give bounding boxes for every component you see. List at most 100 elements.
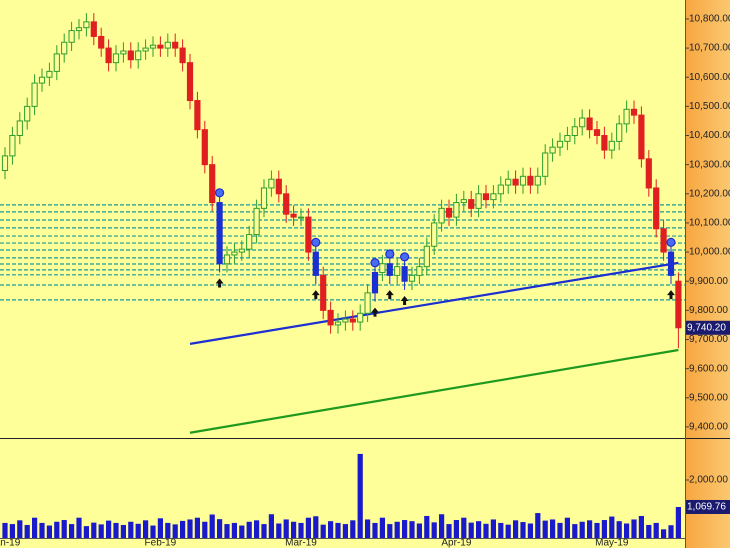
candle-body (216, 202, 223, 265)
y-tick-label: 10,700.00 (689, 43, 730, 54)
volume-bar (231, 522, 237, 538)
volume-bar (135, 523, 141, 538)
y-tick-label: 9,800.00 (689, 305, 728, 316)
volume-bar (564, 517, 570, 538)
candle-body (312, 251, 319, 276)
volume-bar (194, 517, 200, 538)
candle-body (623, 108, 630, 125)
candle-body (349, 318, 356, 323)
candle-body (201, 129, 208, 166)
candle-body (246, 234, 253, 250)
candle-body (601, 135, 608, 151)
y-tick-label: 10,000.00 (689, 247, 730, 258)
candle-body (194, 100, 201, 131)
volume-bar (572, 524, 578, 538)
volume-bar (113, 522, 119, 538)
candle-body (438, 207, 445, 224)
candle-body (571, 126, 578, 137)
y-tick-label: 9,500.00 (689, 392, 728, 403)
candle-body (593, 129, 601, 137)
candle-body (120, 50, 127, 55)
candle-body (527, 175, 534, 186)
volume-bar (342, 524, 348, 538)
candle-body (653, 187, 660, 230)
volume-bar (661, 529, 667, 538)
signal-arrow (385, 290, 394, 300)
volume-bar (268, 514, 274, 538)
volume-bar (283, 519, 289, 538)
candle-body (408, 274, 416, 282)
volume-bar (409, 521, 415, 538)
volume-bar (535, 513, 541, 538)
volume-bar (461, 517, 467, 538)
candle-body (431, 222, 438, 247)
candle-body (445, 207, 453, 218)
candle-body (305, 216, 312, 253)
volume-bar (224, 524, 230, 538)
x-tick-label: May-19 (595, 538, 629, 548)
y-tick-label: 9,600.00 (689, 363, 728, 374)
candle-body (416, 266, 423, 276)
volume-bar (83, 526, 89, 538)
candle-body (260, 187, 268, 209)
volume-bar (69, 524, 75, 538)
volume-bar (527, 523, 533, 538)
y2-tick-label: 2,000.00 (689, 475, 728, 486)
volume-bar (39, 522, 45, 538)
signal-arrow (311, 290, 320, 300)
volume-bar (24, 524, 30, 538)
volume-bar (550, 519, 556, 538)
candle-body (534, 175, 541, 186)
volume-bar (157, 518, 163, 538)
candle-body (209, 164, 216, 204)
signal-marker (666, 237, 676, 247)
volume-bar (9, 524, 15, 538)
volume-bar (328, 521, 334, 538)
volume-bar (616, 521, 622, 538)
volume-bar (624, 523, 630, 538)
volume-bar (305, 517, 311, 538)
volume-bar (631, 519, 637, 538)
volume-bar (276, 523, 282, 538)
volume-bar (601, 520, 607, 538)
volume-bar (594, 522, 600, 538)
volume-bar (335, 522, 341, 538)
candle-body (31, 82, 38, 107)
volume-bar (2, 522, 8, 538)
plot-background (0, 0, 685, 548)
volume-bar (261, 524, 267, 538)
volume-bar (120, 524, 126, 538)
signal-arrow (371, 307, 379, 317)
candle-body (505, 178, 512, 186)
last-volume-label: 1,069.76 (687, 502, 726, 513)
candle-body (253, 207, 260, 236)
volume-bar (239, 525, 245, 538)
volume-bar (490, 519, 496, 538)
y-tick-label: 10,500.00 (689, 101, 730, 112)
volume-bar (76, 517, 82, 538)
candle-body (371, 271, 379, 294)
candle-body (16, 120, 23, 137)
y-tick-label: 10,100.00 (689, 218, 730, 229)
volume-bar (468, 522, 474, 538)
x-tick-label: Mar-19 (285, 538, 317, 548)
volume-bar (98, 524, 104, 538)
candle-body (135, 50, 142, 61)
volume-bar (653, 522, 659, 538)
volume-bar (675, 506, 681, 538)
volume-bar (453, 520, 459, 538)
candle-body (342, 318, 349, 323)
y-tick-label: 10,200.00 (689, 188, 730, 199)
axis-strip (685, 0, 730, 548)
volume-bar (505, 524, 511, 538)
volume-bar (446, 524, 452, 538)
candle-body (490, 193, 497, 201)
candle-body (238, 248, 245, 253)
signal-marker (385, 249, 395, 259)
volume-bar (298, 522, 304, 538)
candle-body (542, 152, 549, 177)
candle-body (401, 266, 408, 282)
candle-body (53, 53, 60, 72)
candle-body (549, 146, 556, 154)
candle-body (616, 123, 623, 142)
